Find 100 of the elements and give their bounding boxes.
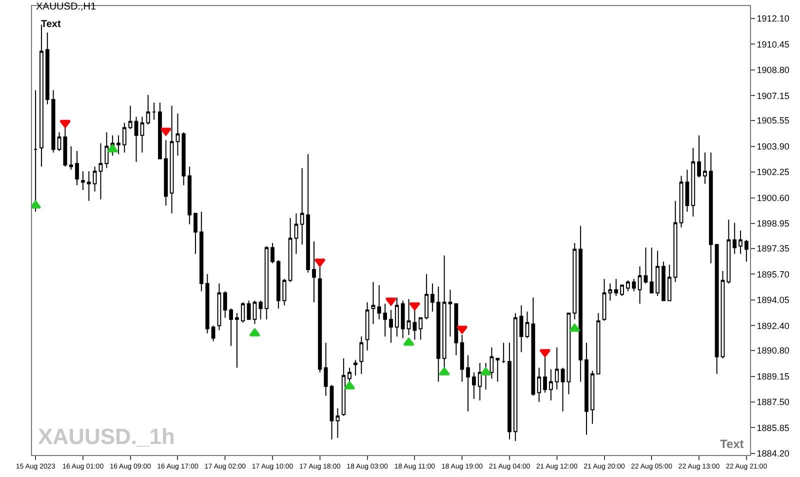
candlestick xyxy=(98,142,103,200)
candlestick xyxy=(691,147,696,217)
y-tick-label: 1890.80 xyxy=(756,346,790,356)
candlestick xyxy=(685,169,690,212)
candlestick xyxy=(264,246,269,320)
candlestick xyxy=(638,266,642,304)
candlestick xyxy=(596,312,600,374)
candlestick xyxy=(63,127,68,168)
y-tick-label: 1898.95 xyxy=(756,218,790,229)
annotation: Text xyxy=(41,19,62,30)
candlestick xyxy=(330,384,334,440)
candlestick xyxy=(389,310,393,344)
candlestick xyxy=(502,342,506,364)
candlestick xyxy=(626,280,630,292)
candlestick xyxy=(294,212,298,254)
candlestick xyxy=(158,102,162,160)
candlestick xyxy=(572,242,577,320)
point xyxy=(569,324,580,332)
candlestick xyxy=(620,284,624,296)
candlestick xyxy=(703,152,707,184)
candlestick xyxy=(229,308,233,346)
candlestick xyxy=(424,274,428,320)
candlestick xyxy=(312,240,316,303)
candlestick xyxy=(359,336,364,374)
candlestick xyxy=(81,170,85,190)
candlestick xyxy=(306,154,310,274)
candlestick xyxy=(51,90,56,154)
candlestick xyxy=(252,300,257,325)
candlestick xyxy=(288,218,292,282)
candlestick xyxy=(697,134,701,178)
point xyxy=(403,338,414,346)
candlestick xyxy=(679,175,684,228)
candlestick xyxy=(726,219,731,284)
candlestick xyxy=(496,358,500,382)
point xyxy=(314,258,326,267)
candlestick xyxy=(644,247,648,284)
candlestick xyxy=(240,302,245,323)
candlestick xyxy=(720,270,725,359)
candlestick xyxy=(116,134,120,155)
candlestick xyxy=(194,212,198,254)
y-tick-label: 1885.85 xyxy=(756,422,790,433)
candlestick xyxy=(205,274,210,334)
candlestick xyxy=(365,302,370,352)
candlestick xyxy=(662,261,666,302)
candlestick xyxy=(336,408,340,438)
y-tick-label: 1892.40 xyxy=(756,320,790,331)
candlestick xyxy=(394,297,399,338)
candlestick xyxy=(146,94,150,125)
candlestick xyxy=(454,303,458,356)
candlestick xyxy=(448,289,452,338)
point xyxy=(480,367,492,376)
candlestick xyxy=(632,278,636,292)
y-tick-label: 1887.50 xyxy=(756,397,790,408)
y-tick-label: 1902.25 xyxy=(756,167,790,178)
y-tick-label: 1895.70 xyxy=(756,269,790,280)
candlestick xyxy=(466,354,470,412)
y-tick-label: 1908.80 xyxy=(756,65,790,76)
y-tick-label: 1894.05 xyxy=(756,295,790,306)
candlestick xyxy=(584,342,588,436)
candlestick xyxy=(436,286,440,382)
candlestick xyxy=(86,170,91,202)
candlestick xyxy=(412,310,417,340)
candlestick xyxy=(578,225,583,382)
candlestick xyxy=(270,242,274,264)
candlestick xyxy=(300,168,304,246)
candlestick xyxy=(164,140,168,206)
candlestick xyxy=(406,298,411,336)
point xyxy=(60,120,71,128)
candlestick xyxy=(614,278,618,296)
candlestick xyxy=(34,90,38,212)
candlestick xyxy=(276,260,280,309)
y-tick-label: 1907.15 xyxy=(756,90,790,101)
candlestick xyxy=(667,264,672,302)
y-tick-label: 1884.20 xyxy=(756,448,790,459)
candlestick xyxy=(75,150,79,186)
candlestick xyxy=(377,284,382,320)
y-tick-label: 1905.55 xyxy=(756,116,790,126)
candlestick xyxy=(418,317,423,340)
candlestick xyxy=(122,122,126,154)
candlestick xyxy=(549,368,553,401)
candlestick xyxy=(566,312,571,395)
candlestick xyxy=(354,359,358,376)
candlestick xyxy=(519,304,524,353)
candlestick xyxy=(525,311,530,339)
candlestick xyxy=(152,102,156,120)
point xyxy=(249,328,260,336)
candlestick xyxy=(590,370,594,424)
candlestick xyxy=(673,200,678,282)
candlestick xyxy=(318,266,322,373)
candlestick xyxy=(531,297,536,396)
candlestick xyxy=(324,342,328,396)
candlestick xyxy=(650,247,654,294)
candlestick xyxy=(656,250,660,296)
candlestick xyxy=(478,362,482,401)
candlestick xyxy=(460,334,464,382)
candlestick xyxy=(134,116,138,162)
candlestick xyxy=(543,356,547,394)
candlestick xyxy=(57,132,62,152)
candlestick xyxy=(383,303,388,338)
candlestick xyxy=(170,105,174,214)
